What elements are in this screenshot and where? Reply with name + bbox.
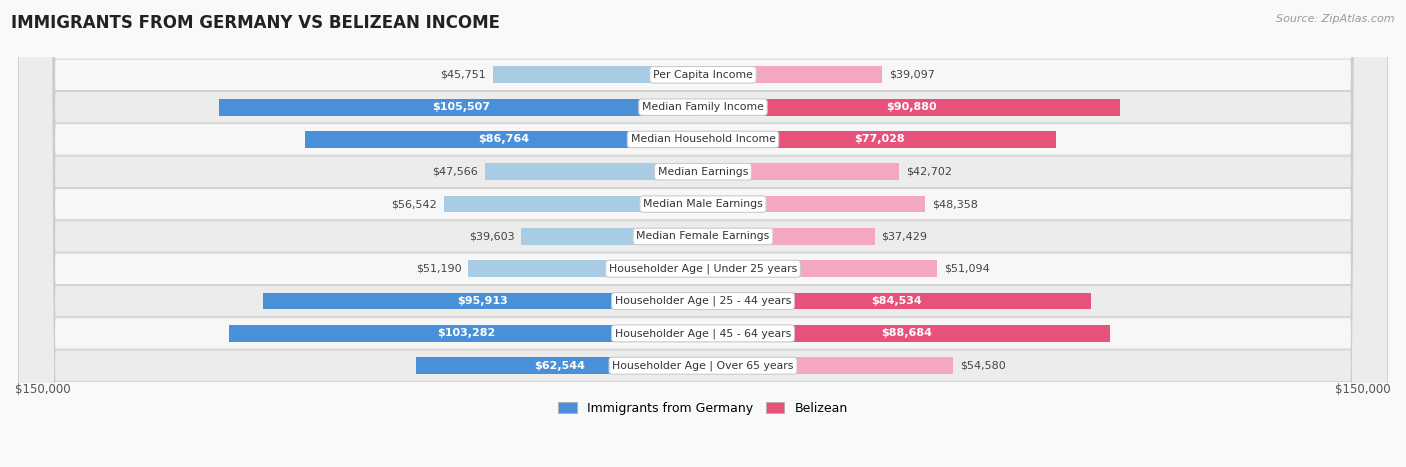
Text: $62,544: $62,544 [534, 361, 585, 371]
Bar [305, 131, 703, 148]
Bar [703, 66, 883, 83]
FancyBboxPatch shape [18, 0, 1388, 467]
Text: $37,429: $37,429 [882, 232, 928, 241]
Text: $95,913: $95,913 [458, 296, 509, 306]
Text: $48,358: $48,358 [932, 199, 977, 209]
Text: Median Male Earnings: Median Male Earnings [643, 199, 763, 209]
Text: $45,751: $45,751 [440, 70, 486, 80]
Text: Median Household Income: Median Household Income [630, 134, 776, 144]
Bar [703, 196, 925, 212]
Text: Median Earnings: Median Earnings [658, 167, 748, 177]
Bar [703, 325, 1109, 342]
Text: $150,000: $150,000 [1336, 383, 1391, 396]
FancyBboxPatch shape [18, 0, 1388, 467]
Bar [703, 99, 1119, 115]
FancyBboxPatch shape [18, 0, 1388, 467]
Bar [485, 163, 703, 180]
Text: Householder Age | Over 65 years: Householder Age | Over 65 years [612, 361, 794, 371]
Bar [494, 66, 703, 83]
Text: $150,000: $150,000 [15, 383, 70, 396]
FancyBboxPatch shape [18, 0, 1388, 467]
Text: $103,282: $103,282 [437, 328, 495, 339]
Bar [444, 196, 703, 212]
Bar [703, 357, 953, 374]
Text: Median Family Income: Median Family Income [643, 102, 763, 112]
Text: $88,684: $88,684 [882, 328, 932, 339]
Text: $86,764: $86,764 [478, 134, 530, 144]
Text: Median Female Earnings: Median Female Earnings [637, 232, 769, 241]
Bar [703, 260, 938, 277]
Text: $51,190: $51,190 [416, 264, 461, 274]
Bar [703, 131, 1056, 148]
Bar [219, 99, 703, 115]
Text: $84,534: $84,534 [872, 296, 922, 306]
FancyBboxPatch shape [18, 0, 1388, 467]
Text: $42,702: $42,702 [905, 167, 952, 177]
Bar [703, 293, 1091, 310]
FancyBboxPatch shape [18, 0, 1388, 467]
Text: Householder Age | 45 - 64 years: Householder Age | 45 - 64 years [614, 328, 792, 339]
Bar [229, 325, 703, 342]
Text: $51,094: $51,094 [945, 264, 990, 274]
Text: $39,603: $39,603 [468, 232, 515, 241]
FancyBboxPatch shape [18, 0, 1388, 467]
Bar [468, 260, 703, 277]
Bar [522, 228, 703, 245]
Text: $105,507: $105,507 [432, 102, 491, 112]
FancyBboxPatch shape [18, 0, 1388, 467]
Text: IMMIGRANTS FROM GERMANY VS BELIZEAN INCOME: IMMIGRANTS FROM GERMANY VS BELIZEAN INCO… [11, 14, 501, 32]
Text: $77,028: $77,028 [855, 134, 905, 144]
Text: Householder Age | Under 25 years: Householder Age | Under 25 years [609, 263, 797, 274]
Legend: Immigrants from Germany, Belizean: Immigrants from Germany, Belizean [554, 396, 852, 420]
Text: $56,542: $56,542 [391, 199, 437, 209]
Bar [416, 357, 703, 374]
Text: Householder Age | 25 - 44 years: Householder Age | 25 - 44 years [614, 296, 792, 306]
FancyBboxPatch shape [18, 0, 1388, 467]
Bar [703, 228, 875, 245]
Bar [703, 163, 898, 180]
Text: $54,580: $54,580 [960, 361, 1005, 371]
Bar [263, 293, 703, 310]
FancyBboxPatch shape [18, 0, 1388, 467]
Text: Source: ZipAtlas.com: Source: ZipAtlas.com [1277, 14, 1395, 24]
Text: $47,566: $47,566 [432, 167, 478, 177]
Text: Per Capita Income: Per Capita Income [652, 70, 754, 80]
Text: $39,097: $39,097 [889, 70, 935, 80]
Text: $90,880: $90,880 [886, 102, 936, 112]
